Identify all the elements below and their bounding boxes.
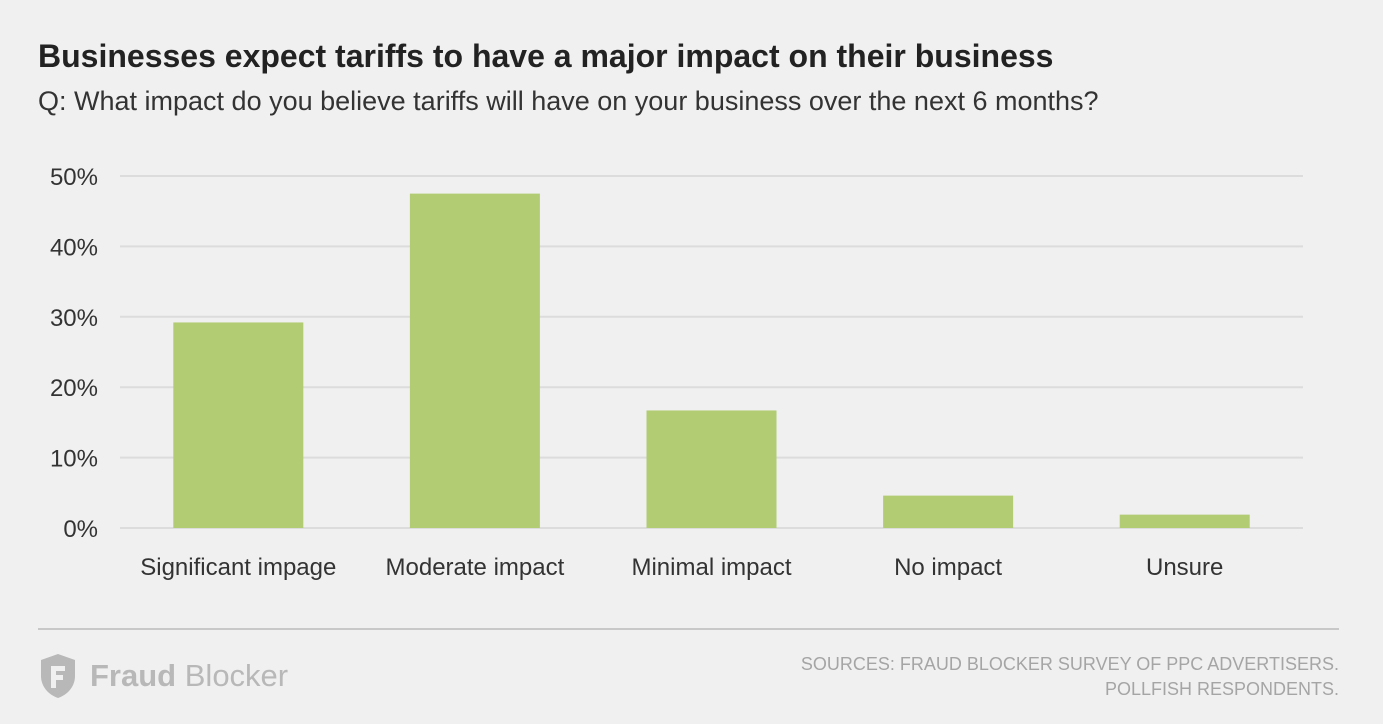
y-tick-label: 50%: [50, 164, 98, 191]
fraud-blocker-shield-icon: [41, 654, 75, 698]
y-axis-ticks: 0% 10% 20% 30% 40% 50%: [50, 164, 98, 543]
chart-title: Businesses expect tariffs to have a majo…: [38, 38, 1054, 74]
logo-word-fraud: Fraud: [90, 658, 177, 693]
x-category-label: Minimal impact: [631, 554, 791, 581]
sources-note: SOURCES: FRAUD BLOCKER SURVEY OF PPC ADV…: [801, 652, 1339, 702]
y-tick-label: 20%: [50, 375, 98, 402]
sources-line-2: POLLFISH RESPONDENTS.: [1104, 679, 1339, 699]
x-category-label: Moderate impact: [386, 554, 565, 581]
x-category-label: Significant impage: [140, 554, 336, 581]
y-tick-label: 40%: [50, 234, 98, 261]
x-category-label: No impact: [894, 554, 1002, 581]
bar-chart: 0% 10% 20% 30% 40% 50% Significant impage Mode…: [50, 164, 1303, 581]
x-axis-labels: Significant impage Moderate impact Minimal…: [140, 554, 1223, 581]
y-tick-label: 10%: [50, 446, 98, 473]
bar-minimal-impact: [646, 410, 777, 528]
x-category-label: Unsure: [1146, 554, 1223, 581]
bars: [173, 193, 1250, 528]
sources-line-1: SOURCES: FRAUD BLOCKER SURVEY OF PPC ADV…: [800, 654, 1339, 674]
bar-no-impact: [883, 495, 1014, 528]
y-tick-label: 0%: [63, 516, 98, 543]
bar-unsure: [1119, 514, 1250, 528]
footer-divider: [38, 628, 1339, 630]
logo-wordmark: Fraud Blocker: [90, 658, 288, 694]
logo-word-blocker: Blocker: [184, 658, 289, 693]
chart-subtitle: Q: What impact do you believe tariffs wi…: [38, 86, 1099, 116]
bar-moderate-impact: [409, 193, 540, 528]
fraud-blocker-logo: Fraud Blocker: [38, 650, 288, 702]
bar-significant-impage: [173, 322, 304, 528]
y-tick-label: 30%: [50, 305, 98, 332]
